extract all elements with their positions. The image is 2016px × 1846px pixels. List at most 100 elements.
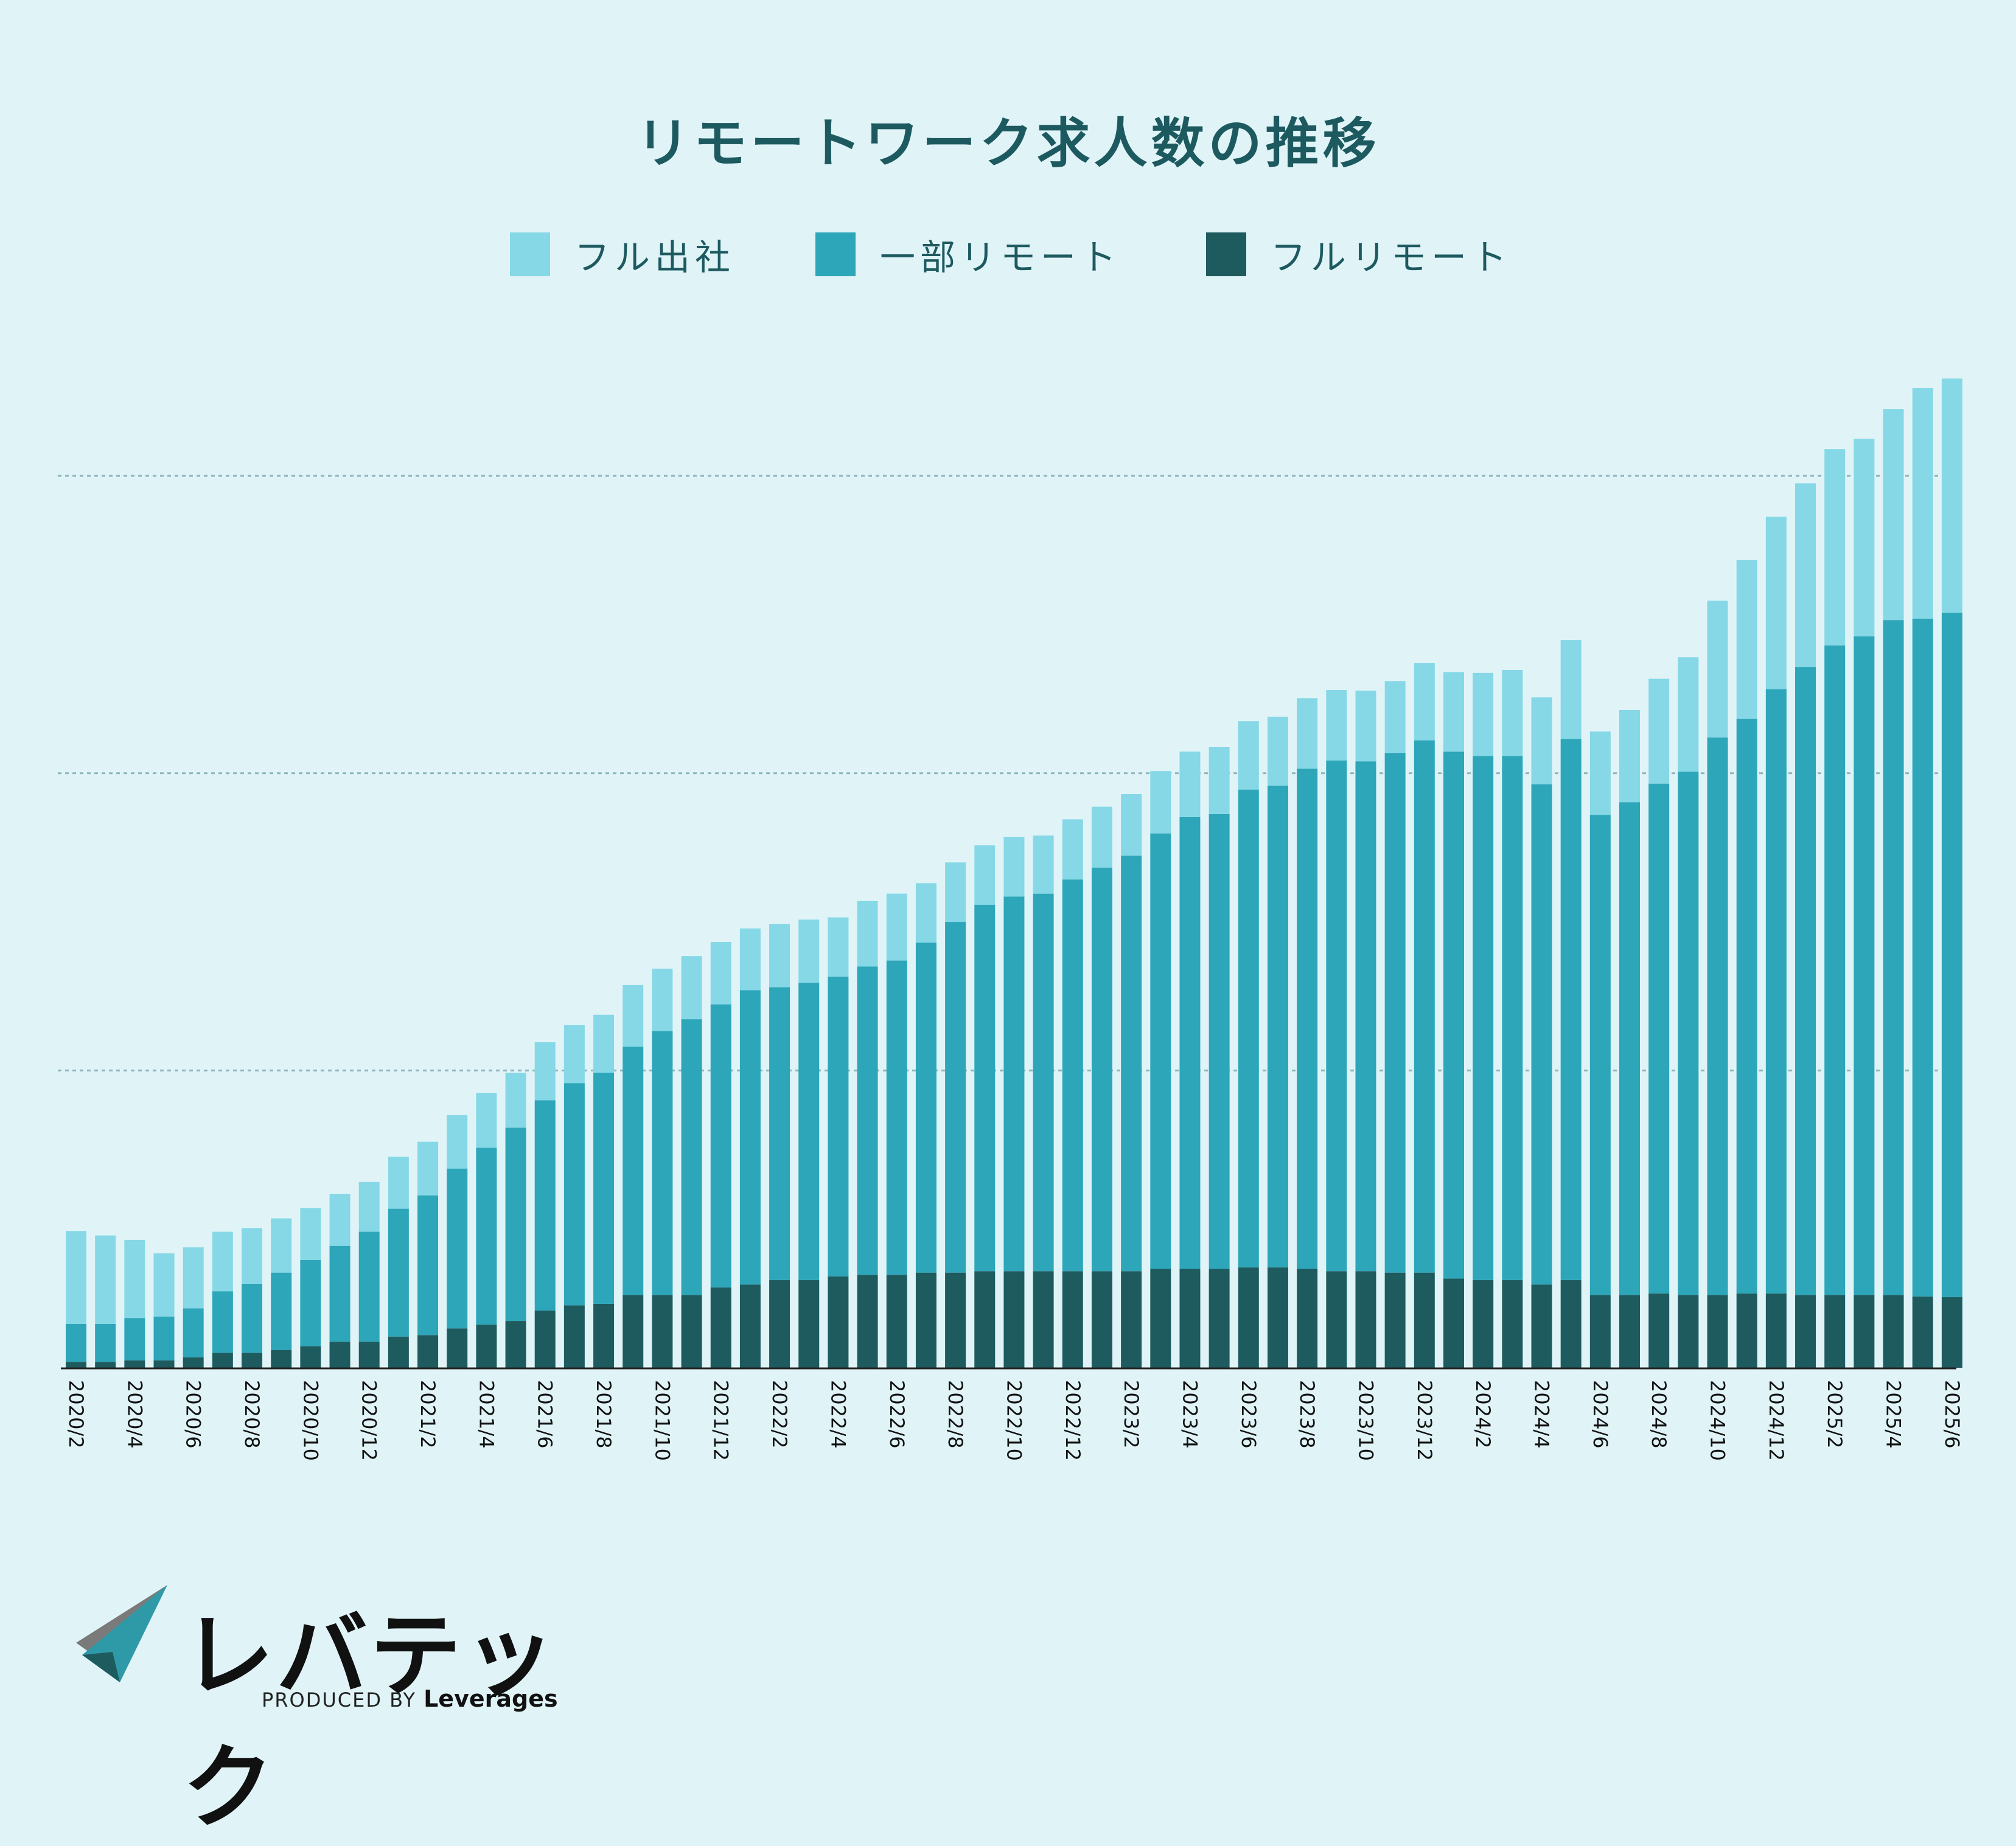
- x-tick-label: 2025/2: [1823, 1380, 1846, 1449]
- bar-2024-10-s1: [1707, 737, 1728, 1295]
- bar-2023-9-s2: [1326, 689, 1347, 761]
- bar-2021-3-s2: [447, 1115, 468, 1169]
- bar-2023-1-s1: [1091, 867, 1112, 1272]
- bar-2024-6-s0: [1589, 1295, 1611, 1368]
- bar-2025-2-s1: [1824, 645, 1846, 1295]
- bar-2024-10-s2: [1707, 601, 1728, 738]
- bar-2021-11-s1: [681, 1019, 702, 1295]
- x-tick-label: 2021/12: [710, 1380, 733, 1461]
- x-tick-label: 2023/2: [1120, 1380, 1143, 1449]
- bar-2022-10-s0: [1003, 1271, 1025, 1368]
- x-tick-label: 2020/10: [299, 1380, 322, 1461]
- bar-2020-10-s0: [300, 1346, 321, 1368]
- bar-2021-3-s1: [447, 1168, 468, 1329]
- bar-2020-9-s0: [271, 1350, 292, 1368]
- bar-2023-9-s1: [1326, 761, 1347, 1272]
- bar-2022-4-s2: [828, 917, 849, 977]
- bar-2024-10-s0: [1707, 1295, 1728, 1368]
- bar-2024-3-s0: [1502, 1280, 1523, 1368]
- bar-2023-4-s0: [1179, 1269, 1201, 1368]
- bar-2025-1-s1: [1795, 667, 1816, 1295]
- x-tick-label: 2024/4: [1530, 1380, 1554, 1449]
- bar-2021-11-s2: [681, 956, 702, 1020]
- bar-2022-2-s0: [769, 1280, 790, 1368]
- bar-2024-9-s1: [1678, 771, 1699, 1295]
- bar-2024-3-s2: [1502, 669, 1523, 756]
- bar-2023-12-s1: [1414, 740, 1435, 1273]
- bar-2022-11-s0: [1033, 1271, 1054, 1368]
- bar-2021-10-s0: [652, 1295, 673, 1368]
- bar-2020-8-s1: [242, 1283, 263, 1353]
- bar-2022-1-s2: [739, 928, 761, 991]
- bar-2024-12-s1: [1765, 689, 1787, 1294]
- bar-2021-2-s0: [417, 1335, 439, 1368]
- bar-2020-5-s0: [153, 1360, 175, 1368]
- bar-2020-7-s0: [212, 1353, 233, 1368]
- bar-2025-1-s2: [1795, 483, 1816, 667]
- legend-label-partial-remote: 一部リモート: [880, 237, 1121, 278]
- bar-2025-6-s1: [1941, 612, 1962, 1297]
- x-tick-label: 2020/8: [240, 1380, 263, 1449]
- x-tick-label: 2024/10: [1706, 1380, 1729, 1461]
- bar-2022-2-s1: [769, 987, 790, 1280]
- bar-2022-8-s1: [945, 922, 966, 1273]
- bar-2020-5-s1: [153, 1316, 175, 1360]
- bar-2020-3-s1: [95, 1323, 116, 1362]
- bar-2024-11-s0: [1736, 1293, 1757, 1368]
- bar-2021-12-s1: [710, 1004, 731, 1288]
- bar-2021-5-s1: [505, 1127, 526, 1322]
- bar-2023-1-s2: [1091, 806, 1112, 868]
- x-tick-label: 2021/10: [650, 1380, 674, 1461]
- bar-2023-10-s1: [1355, 761, 1376, 1272]
- bar-2021-7-s1: [563, 1083, 585, 1306]
- bar-2025-3-s1: [1854, 636, 1875, 1295]
- bar-2024-6-s2: [1589, 731, 1611, 815]
- bar-2022-1-s1: [739, 990, 761, 1285]
- bar-2022-1-s0: [739, 1284, 761, 1368]
- bar-2024-2-s2: [1473, 672, 1494, 756]
- x-tick-label: 2022/6: [885, 1380, 909, 1449]
- bar-2021-9-s1: [623, 1047, 644, 1295]
- bar-2021-1-s0: [388, 1336, 409, 1368]
- bar-2020-4-s0: [124, 1360, 145, 1368]
- bar-2022-6-s1: [886, 960, 907, 1275]
- bar-2021-12-s0: [710, 1287, 731, 1368]
- bar-2022-7-s0: [915, 1272, 936, 1368]
- logo-produced-by: PRODUCED BY: [262, 1688, 416, 1712]
- bar-2020-11-s0: [329, 1342, 351, 1368]
- bar-2024-1-s2: [1443, 672, 1464, 752]
- legend-swatch-partial-remote: [815, 232, 856, 276]
- bar-2021-8-s0: [593, 1303, 615, 1368]
- bar-2020-8-s0: [242, 1353, 263, 1368]
- bar-2022-7-s2: [915, 883, 936, 943]
- bar-2021-4-s0: [476, 1325, 497, 1368]
- x-tick-label: 2022/10: [1002, 1380, 1025, 1461]
- bar-2022-5-s1: [857, 966, 878, 1275]
- bar-2021-5-s0: [505, 1321, 526, 1368]
- bar-2024-7-s0: [1619, 1295, 1641, 1368]
- x-tick-label: 2023/10: [1354, 1380, 1377, 1461]
- legend-swatch-full-office: [510, 232, 550, 276]
- chart-legend: フル出社 一部リモート フルリモート: [0, 230, 2016, 279]
- x-tick-label: 2021/4: [475, 1380, 498, 1449]
- bar-2024-12-s2: [1765, 517, 1787, 689]
- bar-2025-2-s2: [1824, 449, 1846, 646]
- x-tick-label: 2022/2: [768, 1380, 791, 1449]
- bar-2020-4-s1: [124, 1318, 145, 1360]
- bar-2021-10-s2: [652, 969, 673, 1031]
- bar-2023-7-s0: [1267, 1267, 1288, 1368]
- bar-2022-3-s1: [798, 983, 820, 1280]
- bar-2022-11-s1: [1033, 893, 1054, 1272]
- bar-2023-4-s1: [1179, 817, 1201, 1269]
- bar-2025-1-s0: [1795, 1295, 1816, 1368]
- logo-company: Leverages: [424, 1685, 558, 1712]
- bar-2020-12-s0: [358, 1342, 380, 1368]
- bar-2024-1-s1: [1443, 751, 1464, 1279]
- bar-2020-2-s2: [66, 1231, 86, 1324]
- bar-2023-6-s0: [1238, 1267, 1259, 1368]
- x-tick-label: 2024/12: [1765, 1380, 1788, 1461]
- bar-2023-5-s2: [1209, 747, 1230, 814]
- x-tick-label: 2020/4: [123, 1380, 146, 1449]
- bar-2024-6-s1: [1589, 815, 1611, 1295]
- bar-2021-7-s0: [563, 1305, 585, 1368]
